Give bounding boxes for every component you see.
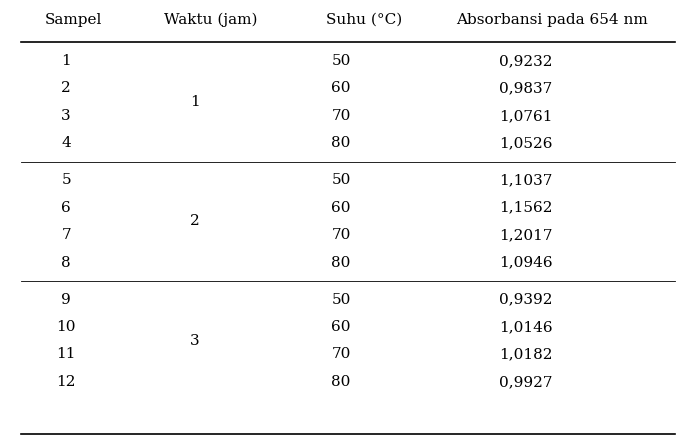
Text: 5: 5 [61, 173, 71, 187]
Text: 80: 80 [331, 136, 351, 150]
Text: 80: 80 [331, 375, 351, 389]
Text: 1: 1 [190, 95, 200, 109]
Text: 70: 70 [331, 109, 351, 123]
Text: Suhu (°C): Suhu (°C) [326, 13, 402, 27]
Text: 12: 12 [56, 375, 76, 389]
Text: 1: 1 [61, 54, 71, 68]
Text: 3: 3 [61, 109, 71, 123]
Text: 60: 60 [331, 201, 351, 215]
Text: 3: 3 [190, 334, 200, 348]
Text: 60: 60 [331, 81, 351, 95]
Text: Waktu (jam): Waktu (jam) [164, 13, 257, 27]
Text: 2: 2 [61, 81, 71, 95]
Text: 80: 80 [331, 255, 351, 270]
Text: 1,1037: 1,1037 [499, 173, 552, 187]
Text: Absorbansi pada 654 nm: Absorbansi pada 654 nm [456, 13, 648, 27]
Text: 0,9392: 0,9392 [499, 293, 552, 307]
Text: 1,2017: 1,2017 [499, 228, 552, 242]
Text: 70: 70 [331, 347, 351, 362]
Text: 50: 50 [331, 173, 351, 187]
Text: 8: 8 [61, 255, 71, 270]
Text: 1,0946: 1,0946 [498, 255, 553, 270]
Text: 4: 4 [61, 136, 71, 150]
Text: 60: 60 [331, 320, 351, 334]
Text: Sampel: Sampel [45, 13, 102, 27]
Text: 2: 2 [190, 214, 200, 229]
Text: 1,0761: 1,0761 [499, 109, 552, 123]
Text: 50: 50 [331, 293, 351, 307]
Text: 0,9837: 0,9837 [499, 81, 552, 95]
Text: 9: 9 [61, 293, 71, 307]
Text: 1,1562: 1,1562 [499, 201, 552, 215]
Text: 0,9927: 0,9927 [499, 375, 552, 389]
Text: 11: 11 [56, 347, 76, 362]
Text: 1,0146: 1,0146 [498, 320, 553, 334]
Text: 10: 10 [56, 320, 76, 334]
Text: 70: 70 [331, 228, 351, 242]
Text: 0,9232: 0,9232 [499, 54, 552, 68]
Text: 50: 50 [331, 54, 351, 68]
Text: 1,0182: 1,0182 [499, 347, 552, 362]
Text: 6: 6 [61, 201, 71, 215]
Text: 7: 7 [61, 228, 71, 242]
Text: 1,0526: 1,0526 [499, 136, 552, 150]
